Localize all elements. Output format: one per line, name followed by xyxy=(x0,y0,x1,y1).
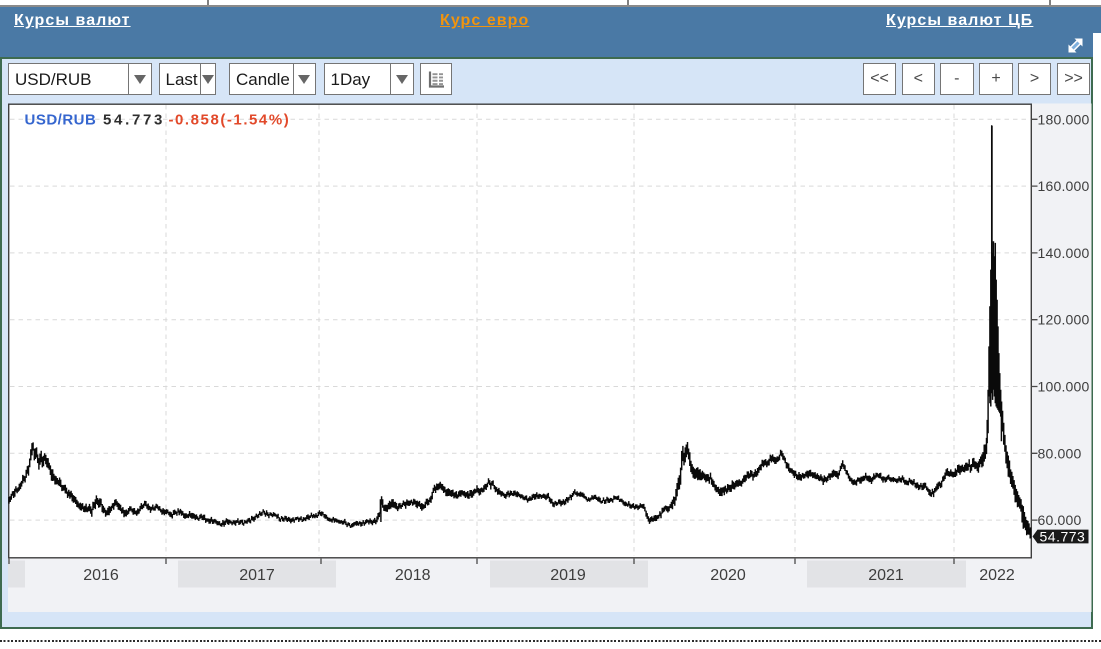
svg-text:180.000: 180.000 xyxy=(1038,111,1090,127)
svg-text:2019: 2019 xyxy=(550,567,586,584)
svg-text:2017: 2017 xyxy=(239,567,275,584)
svg-text:60.000: 60.000 xyxy=(1038,512,1082,528)
svg-text:2018: 2018 xyxy=(395,567,431,584)
svg-text:2021: 2021 xyxy=(868,567,904,584)
svg-text:160.000: 160.000 xyxy=(1038,178,1090,194)
svg-text:80.000: 80.000 xyxy=(1038,445,1082,461)
svg-text:140.000: 140.000 xyxy=(1038,245,1090,261)
svg-text:2020: 2020 xyxy=(710,567,746,584)
svg-text:100.000: 100.000 xyxy=(1038,379,1090,395)
svg-text:54.773: 54.773 xyxy=(1040,528,1086,544)
svg-text:120.000: 120.000 xyxy=(1038,312,1090,328)
svg-text:2022: 2022 xyxy=(979,567,1015,584)
svg-text:2016: 2016 xyxy=(83,567,119,584)
